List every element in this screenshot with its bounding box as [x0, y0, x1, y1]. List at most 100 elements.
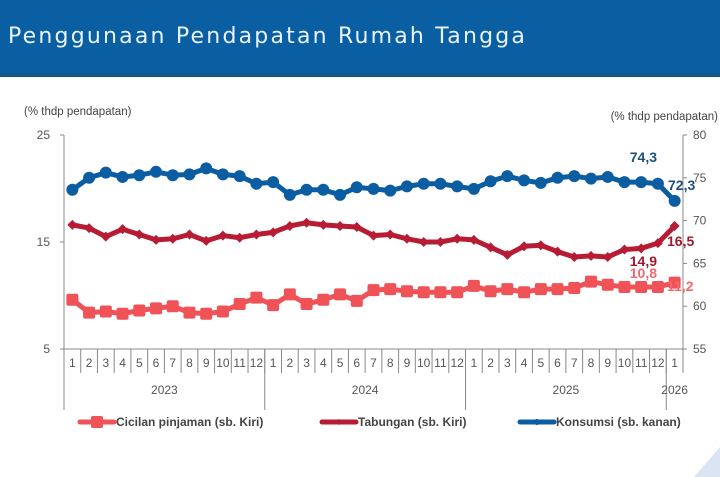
right-tick-label: 70	[693, 214, 707, 228]
corner-decoration	[694, 447, 720, 477]
month-label: 3	[504, 356, 511, 370]
month-label: 3	[102, 356, 109, 370]
data-point-diamond	[84, 223, 95, 234]
data-point-circle	[83, 171, 96, 184]
legend-item: Tabungan (sb. Kiri)	[319, 415, 466, 429]
left-tick-label: 15	[37, 235, 51, 249]
data-point-square	[216, 305, 229, 318]
data-point-square	[651, 280, 664, 293]
data-point-square	[350, 294, 363, 307]
month-label: 4	[521, 356, 528, 370]
data-label: 74,3	[630, 149, 657, 165]
month-label: 1	[69, 356, 76, 370]
month-label: 2	[287, 356, 294, 370]
data-point-diamond	[151, 234, 162, 245]
data-point-square	[250, 291, 263, 304]
data-point-circle	[300, 183, 313, 196]
legend-item: Cicilan pinjaman (sb. Kiri)	[77, 415, 263, 429]
month-label: 1	[270, 356, 277, 370]
data-point-diamond	[452, 233, 463, 244]
data-point-diamond	[652, 238, 663, 249]
month-label: 8	[387, 356, 394, 370]
data-point-circle	[267, 176, 280, 189]
data-point-diamond	[602, 251, 613, 262]
data-point-square	[601, 278, 614, 291]
month-label: 10	[216, 356, 230, 370]
data-point-diamond	[485, 242, 496, 253]
month-label: 8	[186, 356, 193, 370]
month-label: 9	[604, 356, 611, 370]
data-point-square	[334, 288, 347, 301]
data-point-square	[668, 276, 681, 289]
month-label: 1	[471, 356, 478, 370]
left-tick-label: 25	[37, 128, 51, 142]
month-label: 6	[554, 356, 561, 370]
data-point-diamond	[535, 240, 546, 251]
month-label: 6	[153, 356, 160, 370]
data-point-circle	[417, 177, 430, 190]
data-point-circle	[484, 175, 497, 188]
data-point-circle	[635, 176, 648, 189]
data-point-circle	[618, 176, 631, 189]
data-point-circle	[350, 181, 363, 194]
month-label: 12	[250, 356, 264, 370]
right-tick-label: 65	[693, 256, 707, 270]
data-point-square	[83, 306, 96, 319]
data-point-diamond	[201, 235, 212, 246]
legend-marker-circle	[534, 419, 540, 425]
data-point-diamond	[569, 251, 580, 262]
data-point-diamond	[67, 219, 78, 230]
data-point-circle	[283, 188, 296, 201]
data-point-square	[618, 280, 631, 293]
data-point-square	[116, 307, 129, 320]
series-1	[67, 217, 680, 262]
data-point-circle	[568, 170, 581, 183]
data-label: 16,5	[667, 233, 694, 249]
data-point-circle	[551, 171, 564, 184]
month-label: 7	[571, 356, 578, 370]
month-label: 4	[119, 356, 126, 370]
right-tick-label: 60	[693, 299, 707, 313]
data-point-square	[534, 283, 547, 296]
data-point-square	[150, 302, 163, 315]
data-point-square	[317, 293, 330, 306]
data-point-diamond	[468, 234, 479, 245]
data-point-square	[183, 306, 196, 319]
month-label: 12	[651, 356, 665, 370]
legend-label: Cicilan pinjaman (sb. Kiri)	[116, 415, 263, 429]
month-label: 9	[404, 356, 411, 370]
data-point-diamond	[435, 237, 446, 247]
data-point-circle	[116, 170, 129, 183]
data-point-diamond	[167, 233, 178, 244]
legend-marker-diamond	[336, 419, 342, 425]
month-label: 9	[203, 356, 210, 370]
data-point-square	[518, 286, 531, 299]
right-tick-label: 80	[693, 128, 707, 142]
month-label: 12	[450, 356, 464, 370]
data-point-diamond	[251, 229, 262, 240]
month-label: 5	[136, 356, 143, 370]
data-point-square	[367, 284, 380, 297]
data-point-circle	[183, 168, 196, 181]
data-point-diamond	[385, 229, 396, 240]
data-point-square	[551, 283, 564, 296]
month-label: 4	[320, 356, 327, 370]
data-point-diamond	[335, 220, 346, 231]
left-axis-label: (% thdp pendapatan)	[24, 106, 132, 118]
data-point-square	[568, 282, 581, 295]
data-point-square	[300, 298, 313, 311]
right-axis-label: (% thdp pendapatan)	[611, 111, 719, 123]
month-label: 6	[353, 356, 360, 370]
data-point-circle	[99, 166, 112, 179]
legend-marker-square	[91, 416, 103, 428]
legend-item: Konsumsi (sb. kanan)	[517, 415, 681, 429]
data-point-square	[501, 283, 514, 296]
data-point-square	[200, 307, 213, 320]
annotations: 74,3 72,3 16,5 14,9 11,2 10,8	[630, 149, 696, 294]
data-point-circle	[317, 183, 330, 196]
data-point-diamond	[636, 243, 647, 254]
data-point-diamond	[669, 220, 680, 231]
data-label: 72,3	[668, 177, 695, 193]
